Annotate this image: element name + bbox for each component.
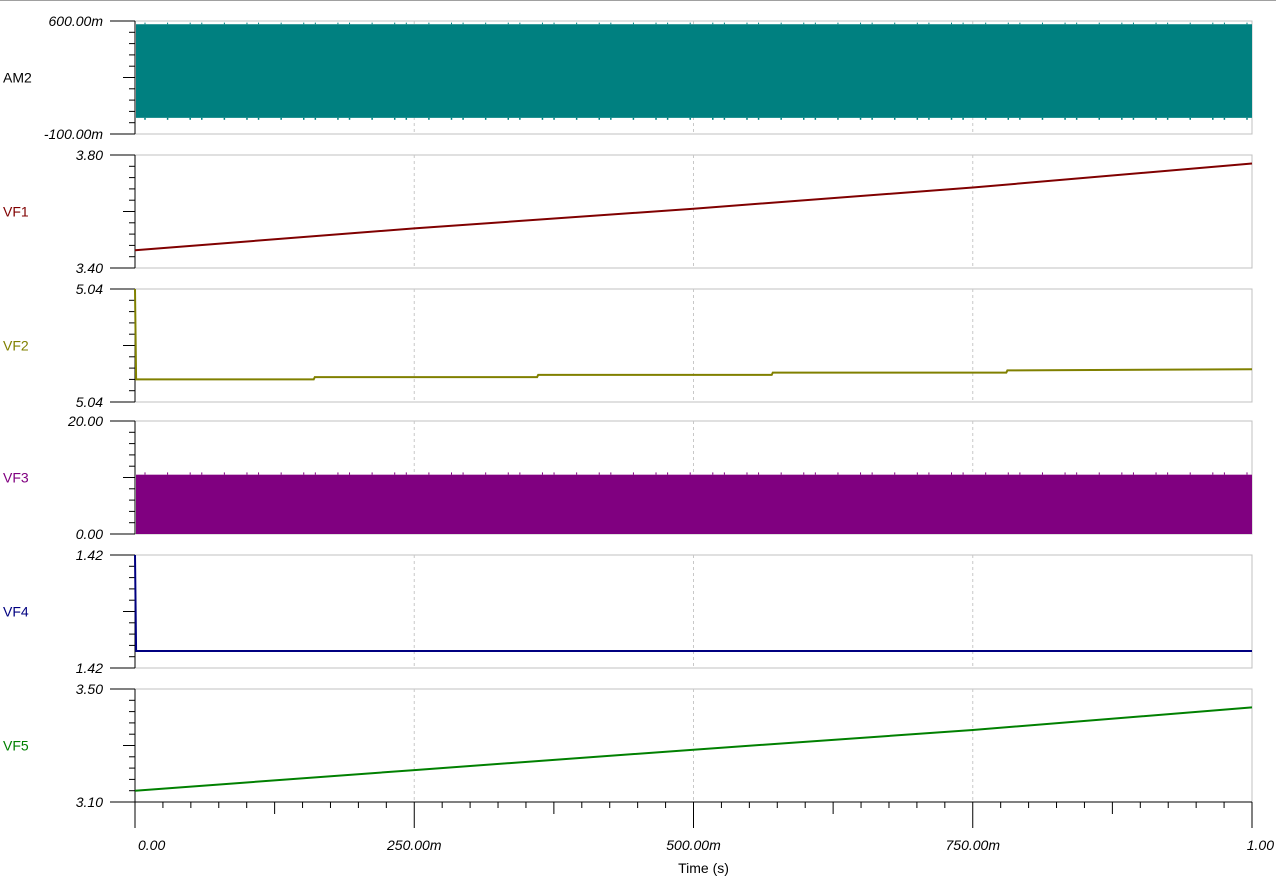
vf4-trace-label: VF4 — [3, 604, 29, 620]
vf1-trace-label: VF1 — [3, 204, 29, 220]
x-tick-label: 250.00m — [386, 837, 442, 853]
am2-trace-label: AM2 — [3, 70, 32, 86]
vf5-ymin-label: 3.10 — [76, 794, 103, 810]
x-tick-label: 500.00m — [666, 837, 721, 853]
vf4-ymin-label: 1.42 — [76, 660, 103, 676]
vf2-trace-label: VF2 — [3, 338, 29, 354]
am2-ymin-label: -100.00m — [44, 126, 103, 142]
am2-signal-band — [136, 24, 1252, 118]
vf5-trace-label: VF5 — [3, 738, 29, 754]
x-tick-label: 0.00 — [138, 837, 165, 853]
x-tick-label: 750.00m — [946, 837, 1001, 853]
vf3-trace-label: VF3 — [3, 470, 29, 486]
x-tick-label: 1.00 — [1247, 837, 1274, 853]
vf1-ymin-label: 3.40 — [76, 260, 103, 276]
vf3-ymax-label: 20.00 — [67, 413, 103, 429]
am2-ymax-label: 600.00m — [49, 13, 104, 29]
vf1-trace-line — [134, 162, 1253, 252]
vf2-ymax-label: 5.04 — [76, 281, 103, 297]
vf4-trace-line — [134, 554, 1252, 652]
vf3-signal-band — [136, 474, 1252, 534]
vf3-ymin-label: 0.00 — [76, 526, 103, 542]
vf5-trace-line — [134, 706, 1253, 792]
window-top-border — [0, 0, 1276, 1]
vf2-ymin-label: 5.04 — [76, 394, 103, 410]
vf5-ymax-label: 3.50 — [76, 681, 103, 697]
vf1-ymax-label: 3.80 — [76, 147, 103, 163]
x-axis-title: Time (s) — [678, 860, 729, 876]
vf4-ymax-label: 1.42 — [76, 547, 103, 563]
vf2-trace-line — [134, 288, 1253, 381]
